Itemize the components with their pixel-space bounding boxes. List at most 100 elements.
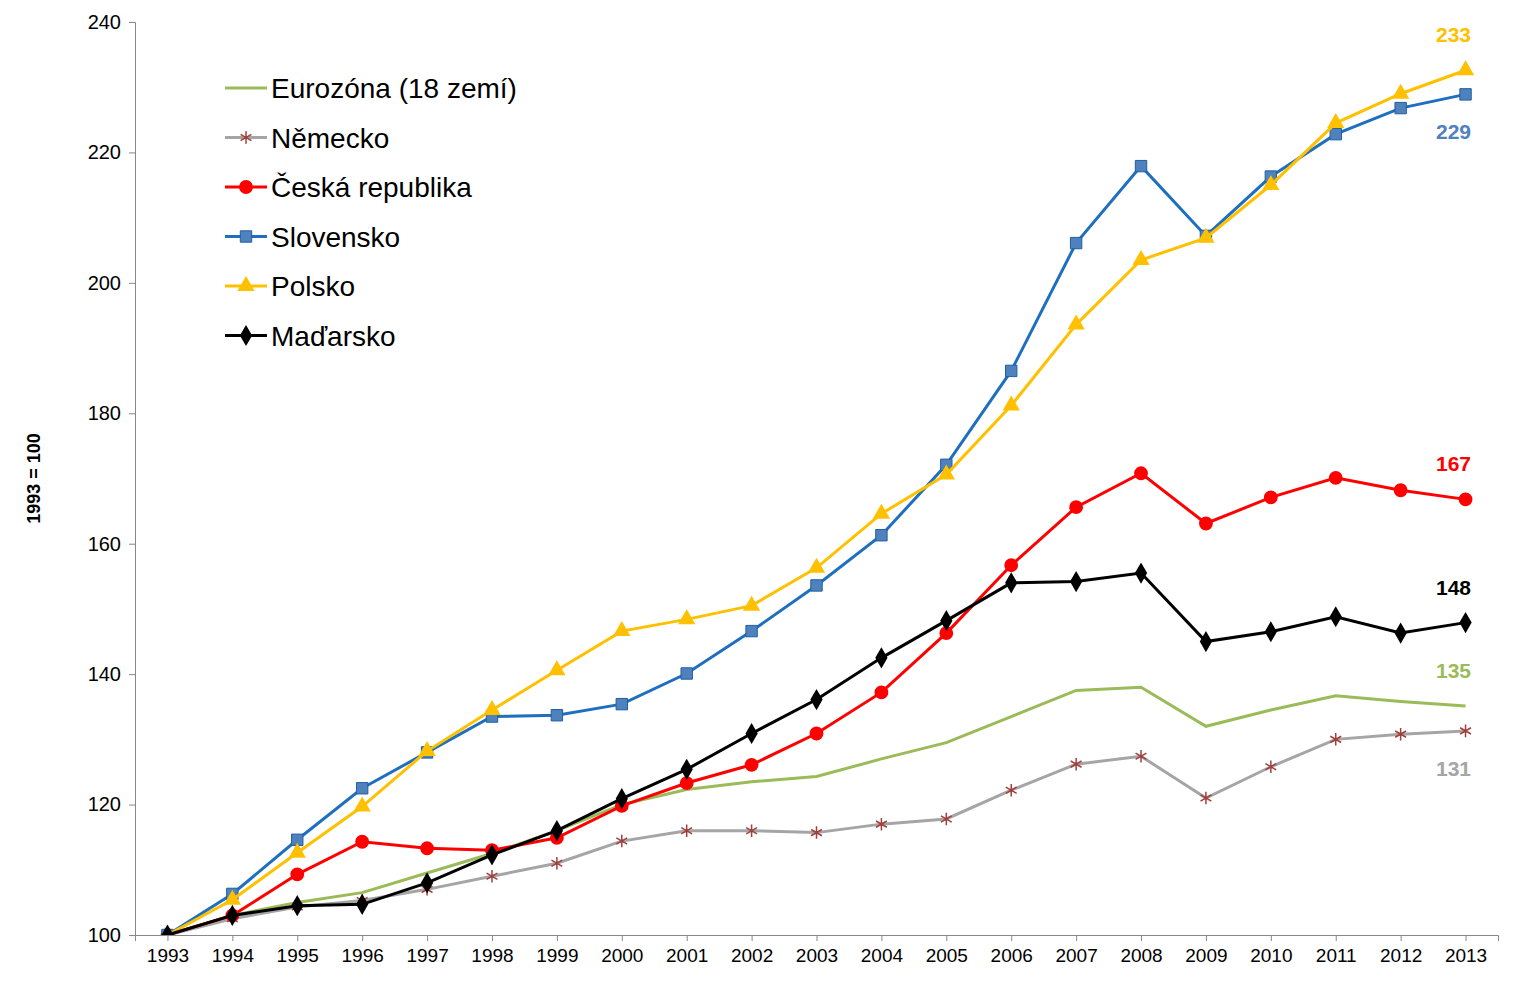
x-tick-label: 2004 (861, 945, 904, 966)
x-tick: 2009 (1185, 935, 1227, 966)
x-tick-label: 2005 (926, 945, 968, 966)
x-tick-mark (1401, 935, 1402, 941)
x-tick-label: 1993 (147, 945, 189, 966)
x-tick-label: 2003 (796, 945, 838, 966)
end-label: 229 (1436, 120, 1471, 143)
legend-label: Maďarsko (271, 321, 396, 352)
legend-label: Slovensko (271, 222, 400, 253)
y-tick-mark (129, 152, 135, 153)
y-tick: 180 (88, 402, 135, 424)
x-tick: 2000 (601, 935, 643, 966)
point (811, 580, 822, 591)
y-tick-mark (129, 413, 135, 414)
point (1071, 758, 1082, 771)
point (421, 872, 433, 893)
x-tick-label: 2002 (731, 945, 773, 966)
y-tick: 220 (88, 141, 135, 163)
x-tick-label: 2001 (666, 945, 708, 966)
point (487, 870, 498, 883)
y-tick: 140 (88, 663, 135, 685)
x-tick: 1998 (471, 935, 513, 966)
point (551, 820, 563, 841)
legend-label: Eurozóna (18 zemí) (271, 73, 517, 104)
point (1070, 237, 1081, 248)
x-tick: 2010 (1250, 935, 1292, 966)
point (681, 824, 692, 837)
x-tick-label: 2008 (1120, 945, 1162, 966)
legend-marker (237, 276, 254, 291)
x-tick-mark (1206, 935, 1207, 941)
x-tick: 2008 (1120, 935, 1162, 966)
series (167, 687, 1465, 935)
x-tick-mark (232, 935, 233, 941)
plot-area (159, 60, 1474, 935)
x-tick: 2002 (731, 935, 773, 966)
x-tick-label: 1996 (342, 945, 384, 966)
point (940, 610, 952, 631)
x-tick-mark (946, 935, 947, 941)
legend-entry: Eurozóna (18 zemí) (225, 73, 517, 104)
point (1070, 571, 1082, 592)
y-axis: 100120140160180200220240 (88, 11, 136, 946)
point (161, 924, 173, 935)
x-tick-mark (167, 935, 168, 941)
series-line (167, 473, 1465, 935)
point (1264, 490, 1278, 504)
point (613, 621, 630, 636)
y-tick-mark (129, 935, 135, 936)
legend-entry: Česká republika (225, 172, 472, 203)
point (681, 759, 693, 780)
point (1003, 395, 1020, 410)
x-tick: 1995 (277, 935, 319, 966)
x-tick-label: 2013 (1445, 945, 1487, 966)
series (162, 725, 1471, 935)
legend-marker (241, 131, 252, 144)
point (1197, 228, 1214, 243)
point (1135, 160, 1146, 171)
x-tick-mark (1141, 935, 1142, 941)
x-tick-mark (427, 935, 428, 941)
point (876, 530, 887, 541)
chart: 1001201401601802002202401993199419951996… (0, 0, 1526, 988)
point (1200, 631, 1212, 652)
point (1395, 102, 1406, 113)
legend-label: Polsko (271, 271, 355, 302)
point (745, 723, 757, 744)
y-tick: 120 (88, 793, 135, 815)
y-tick-label: 140 (88, 663, 121, 685)
y-tick-label: 240 (88, 11, 121, 33)
legend-label: Německo (271, 123, 389, 154)
point (1460, 89, 1471, 100)
x-tick: 2005 (926, 935, 968, 966)
x-tick: 2006 (991, 935, 1033, 966)
point (810, 727, 824, 741)
point (548, 660, 565, 675)
point (1201, 792, 1212, 805)
point (1265, 760, 1276, 773)
x-tick: 2003 (796, 935, 838, 966)
legend-entry: Maďarsko (225, 321, 396, 352)
y-tick-label: 200 (88, 272, 121, 294)
point (743, 596, 760, 611)
point (1394, 483, 1408, 497)
point (551, 857, 562, 870)
legend-entry: Polsko (225, 271, 355, 302)
y-tick-label: 160 (88, 533, 121, 555)
point (875, 647, 887, 668)
y-tick: 200 (88, 272, 135, 294)
x-tick-mark (881, 935, 882, 941)
x-tick: 1997 (406, 935, 448, 966)
x-tick-mark (1466, 935, 1467, 941)
x-tick: 2001 (666, 935, 708, 966)
x-tick-label: 2010 (1250, 945, 1292, 966)
legend-entry: Slovensko (225, 222, 400, 253)
point (1392, 84, 1409, 99)
point (420, 841, 434, 855)
end-label: 148 (1436, 576, 1471, 599)
end-label: 167 (1436, 452, 1471, 475)
y-tick-mark (129, 22, 135, 23)
point (1329, 471, 1343, 485)
x-tick: 2013 (1445, 935, 1487, 966)
end-label: 131 (1436, 757, 1471, 780)
x-tick-label: 1998 (471, 945, 513, 966)
